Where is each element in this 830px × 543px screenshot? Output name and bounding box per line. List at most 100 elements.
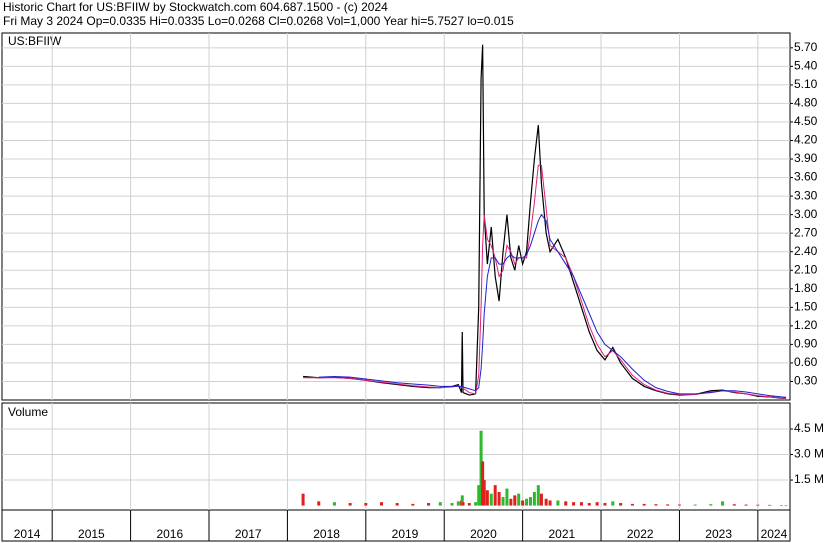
volume-bar [474,502,478,506]
x-tick-label: 2018 [313,527,340,541]
volume-bar [479,430,483,506]
chart-title: Historic Chart for US:BFIIW by Stockwatc… [3,0,388,14]
volume-bar [317,501,321,506]
y-tick-label: 5.10 [794,77,818,91]
x-tick-label: 2022 [627,527,654,541]
chart-subtitle: Fri May 3 2024 Op=0.0335 Hi=0.0335 Lo=0.… [3,14,514,28]
volume-bar [509,498,513,506]
y-tick-label: 3.90 [794,151,818,165]
volume-bar [521,500,525,506]
volume-bar [461,502,465,506]
volume-bar [485,490,489,506]
volume-bar [721,501,725,506]
volume-bar [603,503,607,506]
volume-bar [548,500,552,506]
y-tick-label: 3.00 [794,207,818,221]
volume-bar [450,503,454,506]
y-tick-label: 4.20 [794,133,818,147]
x-tick-label: 2021 [548,527,575,541]
volume-bar [579,502,583,506]
y-tick-label: 1.20 [794,318,818,332]
volume-bar [460,495,464,506]
y-tick-label: 3.30 [794,188,818,202]
y-tick-label: 2.40 [794,244,818,258]
volume-bar [709,504,713,506]
y-tick-label: 1.80 [794,281,818,295]
volume-bar [595,502,599,506]
volume-bar [572,502,576,506]
y-tick-label: 0.30 [794,374,818,388]
volume-bar [619,503,623,506]
y-tick-label: 1.50 [794,299,818,313]
volume-bar [517,493,521,506]
x-tick-label: 2024 [761,527,788,541]
volume-bar [477,485,481,506]
volume-bar [513,495,517,506]
volume-bar [768,504,772,506]
volume-bar [411,503,415,506]
volume-bar [611,501,615,506]
volume-bar [666,504,670,506]
volume-bar [564,501,568,506]
y-tick-label: 5.70 [794,40,818,54]
volume-bar [532,491,536,506]
volume-bar [489,493,493,506]
y-tick-label: 5.40 [794,59,818,73]
x-tick-label: 2015 [78,527,105,541]
volume-bar [528,497,532,506]
y-tick-label: 0.60 [794,355,818,369]
volume-bar [481,461,485,506]
y-tick-label: 4.5 M [794,421,824,435]
y-tick-label: 3.0 M [794,447,824,461]
volume-bar [364,503,368,506]
volume-bar [525,498,529,506]
volume-bar [693,504,697,506]
x-tick-label: 2017 [235,527,262,541]
x-tick-label: 2019 [392,527,419,541]
volume-bar [395,503,399,506]
volume-bar [544,498,548,506]
y-tick-label: 2.70 [794,225,818,239]
volume-bar [438,502,442,506]
volume-bar [456,501,460,506]
volume-bar [301,493,305,506]
price-line [318,213,787,398]
volume-bar [630,503,634,506]
x-tick-label: 2014 [14,527,41,541]
y-tick-label: 0.90 [794,337,818,351]
x-tick-label: 2023 [705,527,732,541]
volume-bar [556,500,560,506]
volume-bar [536,485,540,506]
volume-bar [539,493,543,506]
x-tick-label: 2016 [156,527,183,541]
volume-bar [467,503,471,506]
volume-bar [493,485,497,506]
price-panel [1,32,791,401]
x-tick-label: 2020 [470,527,497,541]
volume-bar [587,503,591,506]
volume-bar [677,504,681,506]
date-axis [1,509,791,542]
plot-layer: 0.30 0.60 0.90 1.20 1.50 1.80 2.10 2.40 2.70 3.00… [2,33,824,541]
volume-bar [501,497,505,506]
volume-bar [332,502,336,506]
volume-bar [348,503,352,506]
volume-title: Volume [8,405,48,419]
volume-bar [482,480,486,506]
volume-bar [427,503,431,506]
y-tick-label: 1.5 M [794,472,824,486]
volume-bar [642,503,646,506]
volume-bar [654,504,658,506]
volume-bar [756,504,760,506]
volume-bar [379,502,383,506]
volume-bar [779,505,783,506]
volume-bar [732,504,736,506]
symbol-label: US:BFIIW [8,34,62,48]
volume-bar [505,488,509,506]
y-tick-label: 4.80 [794,96,818,110]
volume-bar [784,505,788,507]
y-tick-label: 3.60 [794,170,818,184]
